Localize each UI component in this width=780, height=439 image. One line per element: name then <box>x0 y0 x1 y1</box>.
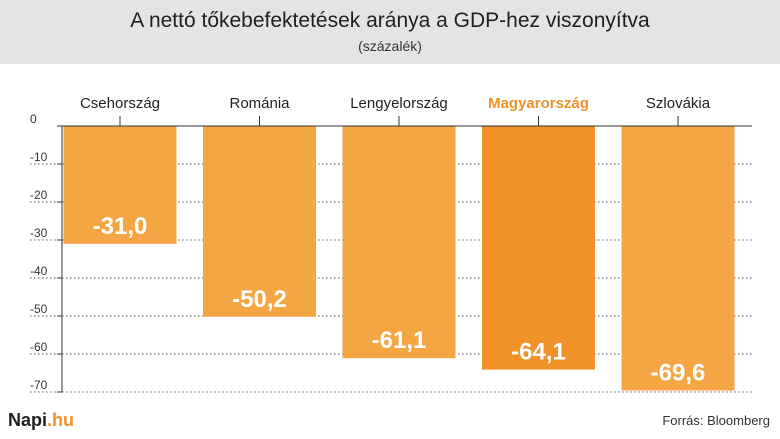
bar <box>342 126 456 359</box>
brand-suffix: .hu <box>47 410 75 430</box>
data-label: -31,0 <box>93 213 148 240</box>
y-tick-label: -30 <box>30 226 48 240</box>
category-label: Szlovákia <box>646 95 711 112</box>
bar <box>621 126 735 391</box>
y-tick-label: -10 <box>30 150 48 164</box>
y-tick-label: -50 <box>30 302 48 316</box>
bar <box>63 126 177 244</box>
brand-main: Napi <box>8 410 48 430</box>
category-label: Csehország <box>80 95 160 112</box>
bar-chart: 0 -10 -20 -30 -40 -50 -60 -70 Csehország -31,0 Rom… <box>30 95 752 393</box>
bar <box>203 126 316 317</box>
y-tick-label: -70 <box>30 378 48 392</box>
data-label: -50,2 <box>232 286 287 313</box>
chart-subtitle: (százalék) <box>358 38 422 54</box>
chart-title: A nettó tőkebefektetések aránya a GDP-he… <box>130 9 650 32</box>
category-label: Magyarország <box>488 95 589 112</box>
y-tick-label: -40 <box>30 264 48 278</box>
category-label: Lengyelország <box>350 95 448 112</box>
header: A nettó tőkebefektetések aránya a GDP-he… <box>0 0 780 64</box>
data-label: -69,6 <box>651 359 706 386</box>
category-label: Románia <box>229 95 290 112</box>
data-label: -61,1 <box>372 327 427 354</box>
source-note: Forrás: Bloomberg <box>662 413 770 428</box>
brand-logo: Napi.hu <box>8 410 74 431</box>
data-label: -64,1 <box>511 339 566 366</box>
y-tick-label: 0 <box>30 112 37 126</box>
y-tick-label: -20 <box>30 188 48 202</box>
bar <box>482 126 595 370</box>
y-tick-label: -60 <box>30 340 48 354</box>
